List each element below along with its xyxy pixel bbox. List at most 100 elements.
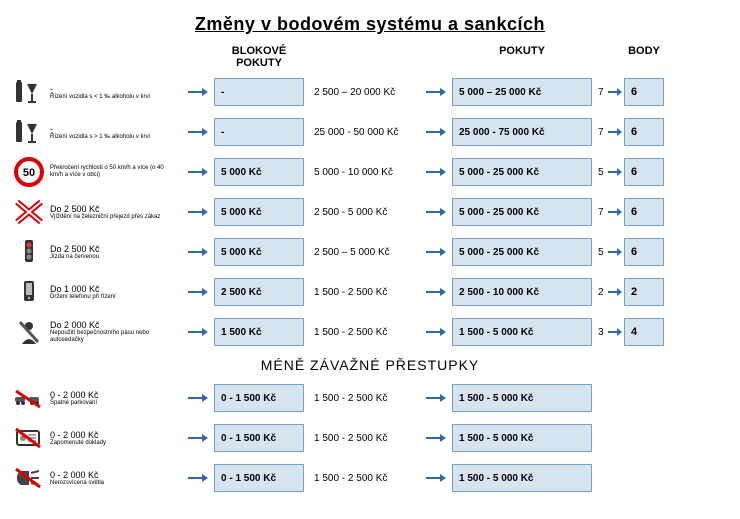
- new-fine: 1 500 - 5 000 Kč: [452, 424, 592, 452]
- arrow-icon: [608, 125, 622, 139]
- new-block-fine: 2 500 Kč: [214, 278, 304, 306]
- new-points: 6: [624, 158, 664, 186]
- old-block-value: -: [50, 124, 150, 134]
- arrow-icon: [426, 125, 446, 139]
- old-points: 2: [598, 287, 606, 298]
- old-fine: 1 500 - 2 500 Kč: [310, 393, 420, 404]
- header-pokuty: POKUTY: [452, 45, 592, 69]
- alcohol-icon: [12, 117, 46, 147]
- violation-caption: Držení telefonu při řízení: [50, 294, 116, 301]
- arrow-icon: [188, 125, 208, 139]
- new-points: 6: [624, 238, 664, 266]
- new-block-fine: 5 000 Kč: [214, 158, 304, 186]
- table-row: -Řízení vozidla s < 1 ‰ alkoholu v krvi-…: [12, 73, 728, 111]
- arrow-icon: [608, 245, 622, 259]
- old-fine: 1 500 - 2 500 Kč: [310, 473, 420, 484]
- violation-caption: Nepoužití bezpečnostního pásu nebo autos…: [50, 330, 178, 343]
- old-points-arrow: 3: [598, 325, 618, 339]
- row-label: 0 - 2 000 KčZapomenuté doklady: [12, 423, 182, 453]
- column-headers: BLOKOVÉ POKUTY POKUTY BODY: [12, 45, 728, 69]
- violation-caption: Jízda na červenou: [50, 254, 100, 261]
- old-points-arrow: 2: [598, 285, 618, 299]
- arrow-icon: [188, 285, 208, 299]
- old-points: 7: [598, 207, 606, 218]
- lights-icon: [12, 463, 46, 493]
- old-fine: 2 500 – 5 000 Kč: [310, 247, 420, 258]
- violation-caption: Řízení vozidla s < 1 ‰ alkoholu v krvi: [50, 94, 150, 101]
- table-row: Do 2 000 KčNepoužití bezpečnostního pásu…: [12, 313, 728, 351]
- new-fine: 5 000 – 25 000 Kč: [452, 78, 592, 106]
- new-points: 6: [624, 78, 664, 106]
- table-row: -Řízení vozidla s > 1 ‰ alkoholu v krvi-…: [12, 113, 728, 151]
- arrow-icon: [188, 431, 208, 445]
- minor-rows: 0 - 2 000 Kč Špatné parkování 0 - 1 500 Kč…: [12, 379, 728, 497]
- table-row: Do 1 000 KčDržení telefonu při řízení 2 5…: [12, 273, 728, 311]
- new-block-fine: 1 500 Kč: [214, 318, 304, 346]
- violation-caption: Řízení vozidla s > 1 ‰ alkoholu v krvi: [50, 134, 150, 141]
- arrow-icon: [608, 325, 622, 339]
- violation-caption: Překročení rychlosti o 50 km/h a více (o…: [50, 165, 178, 178]
- main-rows: -Řízení vozidla s < 1 ‰ alkoholu v krvi-…: [12, 73, 728, 351]
- new-fine: 5 000 - 25 000 Kč: [452, 158, 592, 186]
- old-points-arrow: 7: [598, 205, 618, 219]
- new-points: 6: [624, 198, 664, 226]
- header-blokove: BLOKOVÉ POKUTY: [214, 45, 304, 69]
- new-fine: 1 500 - 5 000 Kč: [452, 464, 592, 492]
- violation-caption: Špatné parkování: [50, 400, 99, 407]
- new-points: 6: [624, 118, 664, 146]
- violation-caption: Nerozsvícená světla: [50, 480, 104, 487]
- new-points: 4: [624, 318, 664, 346]
- arrow-icon: [426, 391, 446, 405]
- table-row: Do 2 500 KčVjíždění na železniční přejez…: [12, 193, 728, 231]
- subheader: MÉNĚ ZÁVAŽNÉ PŘESTUPKY: [12, 357, 728, 373]
- old-fine: 1 500 - 2 500 Kč: [310, 327, 420, 338]
- old-fine: 1 500 - 2 500 Kč: [310, 433, 420, 444]
- violation-caption: Zapomenuté doklady: [50, 440, 106, 447]
- arrow-icon: [188, 391, 208, 405]
- arrow-icon: [426, 431, 446, 445]
- redlight-icon: [12, 237, 46, 267]
- new-block-fine: 0 - 1 500 Kč: [214, 464, 304, 492]
- new-block-fine: 0 - 1 500 Kč: [214, 424, 304, 452]
- speed50-icon: 50: [12, 157, 46, 187]
- old-fine: 2 500 - 5 000 Kč: [310, 207, 420, 218]
- arrow-icon: [188, 85, 208, 99]
- old-points: 7: [598, 127, 606, 138]
- seatbelt-icon: [12, 317, 46, 347]
- old-block-value: Do 2 500 Kč: [50, 204, 160, 214]
- arrow-icon: [188, 471, 208, 485]
- new-fine: 2 500 - 10 000 Kč: [452, 278, 592, 306]
- arrow-icon: [426, 165, 446, 179]
- row-label: -Řízení vozidla s < 1 ‰ alkoholu v krvi: [12, 77, 182, 107]
- arrow-icon: [188, 165, 208, 179]
- parking-icon: [12, 383, 46, 413]
- row-label: Do 1 000 KčDržení telefonu při řízení: [12, 277, 182, 307]
- arrow-icon: [426, 325, 446, 339]
- new-block-fine: 0 - 1 500 Kč: [214, 384, 304, 412]
- table-row: 0 - 2 000 KčZapomenuté doklady 0 - 1 500 …: [12, 419, 728, 457]
- old-points-arrow: 5: [598, 165, 618, 179]
- table-row: 50 Překročení rychlosti o 50 km/h a více …: [12, 153, 728, 191]
- old-block-value: -: [50, 84, 150, 94]
- arrow-icon: [608, 85, 622, 99]
- new-fine: 25 000 - 75 000 Kč: [452, 118, 592, 146]
- arrow-icon: [188, 325, 208, 339]
- new-fine: 1 500 - 5 000 Kč: [452, 384, 592, 412]
- new-block-fine: 5 000 Kč: [214, 198, 304, 226]
- page: Změny v bodovém systému a sankcích BLOKO…: [0, 0, 740, 509]
- old-block-value: 0 - 2 000 Kč: [50, 430, 106, 440]
- old-points: 5: [598, 247, 606, 258]
- new-block-fine: -: [214, 118, 304, 146]
- arrow-icon: [426, 285, 446, 299]
- row-label: Do 2 500 KčVjíždění na železniční přejez…: [12, 197, 182, 227]
- arrow-icon: [188, 245, 208, 259]
- row-label: Do 2 000 KčNepoužití bezpečnostního pásu…: [12, 317, 182, 347]
- docs-icon: [12, 423, 46, 453]
- violation-caption: Vjíždění na železniční přejezd přes záka…: [50, 214, 160, 221]
- old-fine: 5 000 - 10 000 Kč: [310, 167, 420, 178]
- old-points: 3: [598, 327, 606, 338]
- header-body: BODY: [624, 45, 664, 69]
- row-label: 0 - 2 000 KčNerozsvícená světla: [12, 463, 182, 493]
- arrow-icon: [608, 285, 622, 299]
- new-block-fine: 5 000 Kč: [214, 238, 304, 266]
